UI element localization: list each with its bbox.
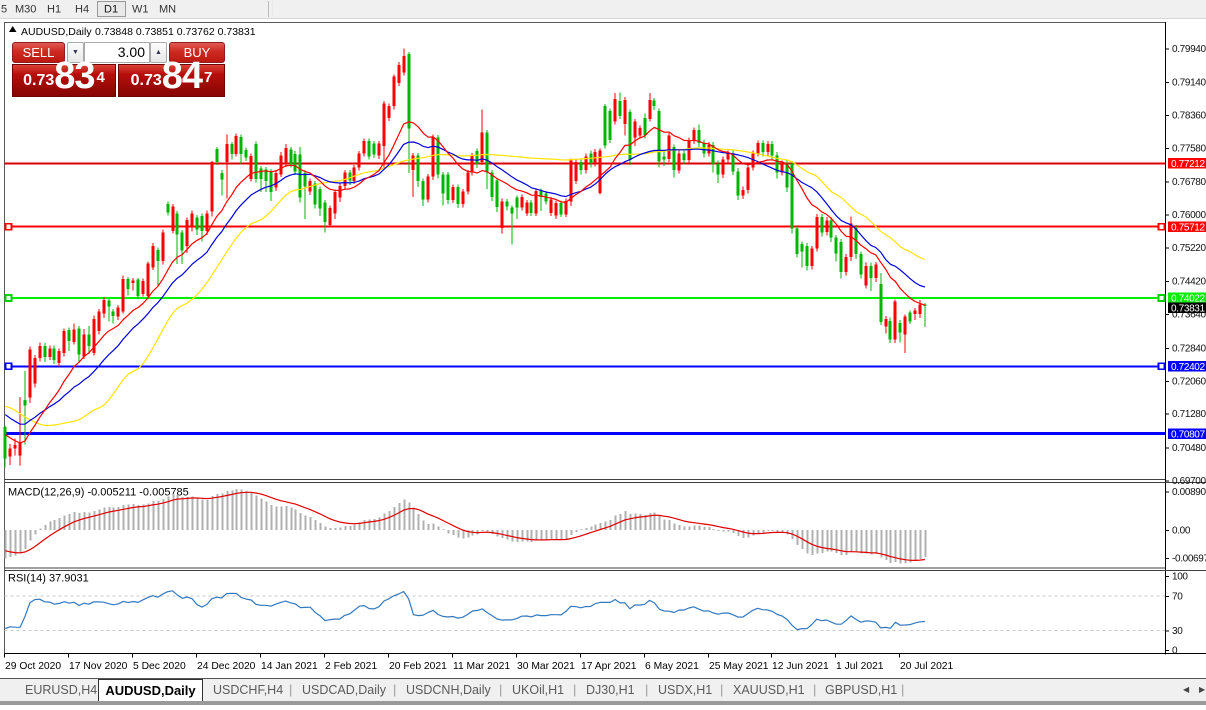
- svg-text:30 Mar 2021: 30 Mar 2021: [517, 661, 575, 672]
- svg-text:0.76000: 0.76000: [1172, 210, 1206, 221]
- svg-text:0.69700: 0.69700: [1172, 476, 1206, 487]
- svg-text:11 Mar 2021: 11 Mar 2021: [453, 661, 510, 672]
- svg-text:0.79940: 0.79940: [1172, 44, 1206, 55]
- svg-text:0.70807: 0.70807: [1171, 429, 1205, 440]
- svg-text:17 Nov 2020: 17 Nov 2020: [69, 661, 128, 672]
- svg-text:5: 5: [1, 4, 7, 16]
- svg-text:0.72060: 0.72060: [1172, 376, 1206, 387]
- svg-text:W1: W1: [132, 4, 149, 16]
- svg-text:0.74420: 0.74420: [1172, 277, 1206, 288]
- svg-text:30: 30: [1172, 626, 1183, 637]
- svg-text:6 May 2021: 6 May 2021: [645, 661, 699, 672]
- svg-text:0.76780: 0.76780: [1172, 177, 1206, 188]
- svg-text:0.73848 0.73851 0.73762 0.7383: 0.73848 0.73851 0.73762 0.73831: [95, 26, 256, 38]
- svg-text:0.77212: 0.77212: [1171, 159, 1205, 170]
- svg-text:5 Dec 2020: 5 Dec 2020: [133, 661, 186, 672]
- svg-text:2 Feb 2021: 2 Feb 2021: [325, 661, 377, 672]
- svg-text:20 Feb 2021: 20 Feb 2021: [389, 661, 447, 672]
- svg-text:20 Jul 2021: 20 Jul 2021: [900, 661, 954, 672]
- svg-text:0: 0: [1172, 646, 1178, 657]
- svg-text:RSI(14) 37.9031: RSI(14) 37.9031: [8, 573, 89, 585]
- svg-text:0.75712: 0.75712: [1171, 222, 1205, 233]
- svg-text:0.00890: 0.00890: [1172, 487, 1206, 498]
- svg-text:12 Jun 2021: 12 Jun 2021: [772, 661, 829, 672]
- svg-text:0.00: 0.00: [1172, 526, 1191, 537]
- svg-text:0.74022: 0.74022: [1171, 294, 1205, 305]
- svg-text:MN: MN: [159, 4, 176, 16]
- svg-text:100: 100: [1172, 572, 1188, 583]
- svg-text:0.70480: 0.70480: [1172, 443, 1206, 454]
- svg-text:70: 70: [1172, 591, 1183, 602]
- svg-text:1 Jul 2021: 1 Jul 2021: [836, 661, 884, 672]
- svg-text:0.73831: 0.73831: [1171, 303, 1205, 314]
- svg-text:17 Apr 2021: 17 Apr 2021: [581, 661, 637, 672]
- svg-text:AUDUSD,Daily: AUDUSD,Daily: [21, 26, 92, 38]
- svg-text:0.79140: 0.79140: [1172, 78, 1206, 89]
- svg-text:0.77580: 0.77580: [1172, 143, 1206, 154]
- svg-text:0.73640: 0.73640: [1172, 310, 1206, 321]
- svg-text:14 Jan 2021: 14 Jan 2021: [261, 661, 318, 672]
- svg-text:H1: H1: [47, 4, 61, 16]
- svg-text:24 Dec 2020: 24 Dec 2020: [197, 661, 256, 672]
- svg-text:0.72840: 0.72840: [1172, 343, 1206, 354]
- svg-text:0.78360: 0.78360: [1172, 111, 1206, 122]
- svg-text:H4: H4: [75, 4, 89, 16]
- svg-text:-0.00697: -0.00697: [1172, 554, 1206, 565]
- svg-text:0.72402: 0.72402: [1171, 362, 1205, 373]
- svg-text:0.71280: 0.71280: [1172, 409, 1206, 420]
- svg-text:0.75220: 0.75220: [1172, 243, 1206, 254]
- svg-text:D1: D1: [104, 4, 118, 16]
- svg-text:MACD(12,26,9) -0.005211 -0.005: MACD(12,26,9) -0.005211 -0.005785: [8, 487, 189, 499]
- svg-text:25 May 2021: 25 May 2021: [709, 661, 769, 672]
- svg-text:M30: M30: [15, 4, 36, 16]
- svg-text:29 Oct 2020: 29 Oct 2020: [5, 661, 61, 672]
